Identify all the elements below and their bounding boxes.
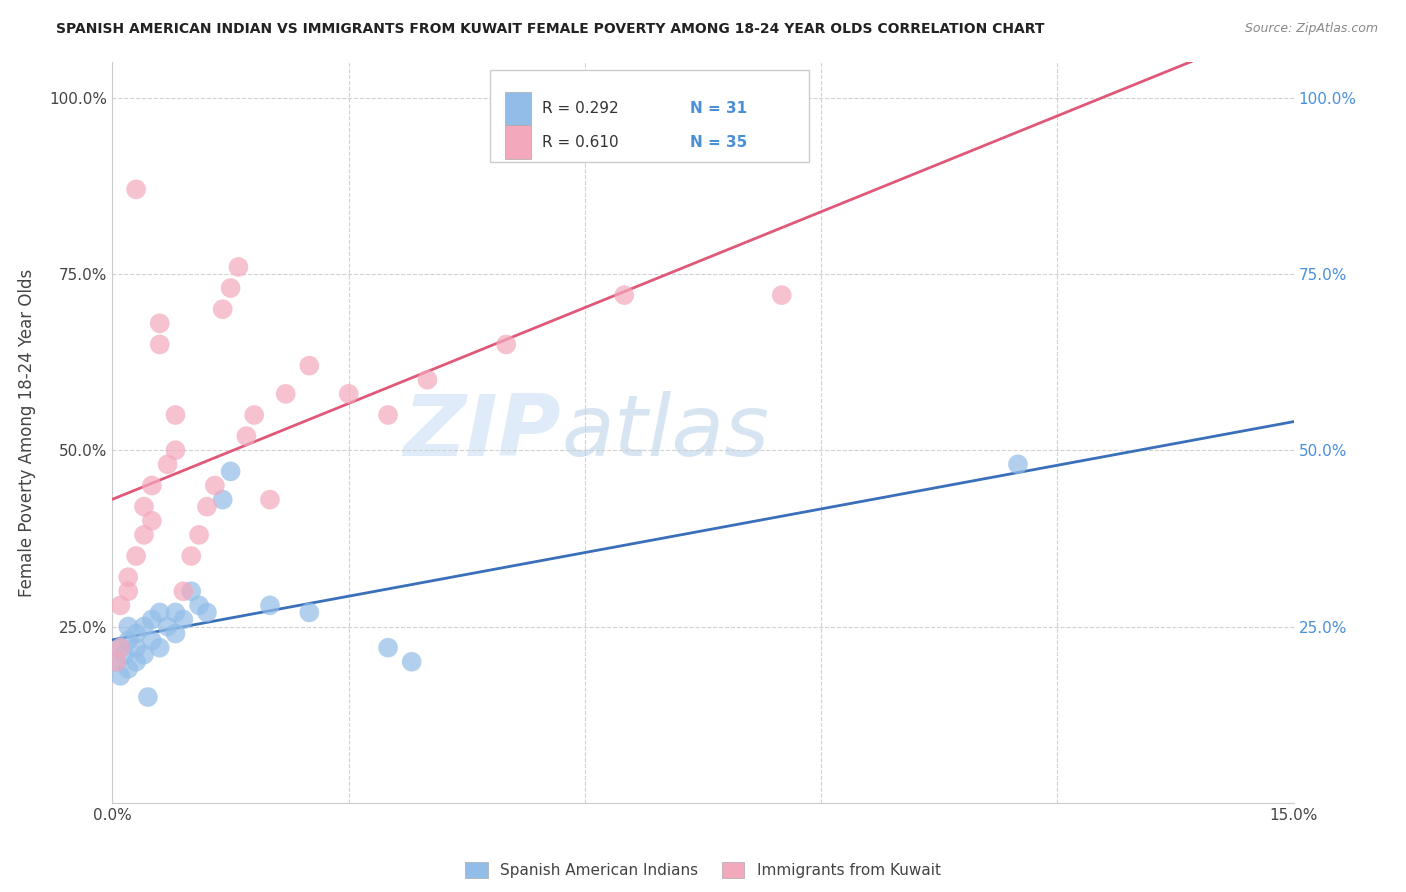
- Point: [136, 690, 159, 704]
- Point: [117, 619, 139, 633]
- Point: [125, 640, 148, 655]
- Point: [165, 606, 187, 620]
- Text: ZIP: ZIP: [404, 391, 561, 475]
- Point: [235, 429, 257, 443]
- Point: [219, 464, 242, 478]
- Text: R = 0.610: R = 0.610: [543, 135, 619, 150]
- Point: [165, 408, 187, 422]
- Point: [125, 182, 148, 196]
- Text: R = 0.292: R = 0.292: [543, 101, 619, 116]
- Point: [149, 337, 172, 351]
- Point: [165, 626, 187, 640]
- Point: [110, 640, 132, 655]
- Point: [141, 633, 163, 648]
- Point: [377, 408, 399, 422]
- Point: [141, 612, 163, 626]
- FancyBboxPatch shape: [491, 70, 810, 162]
- FancyBboxPatch shape: [505, 126, 530, 159]
- Point: [141, 514, 163, 528]
- Point: [156, 619, 179, 633]
- Point: [149, 640, 172, 655]
- Point: [337, 387, 360, 401]
- Point: [188, 528, 211, 542]
- Point: [180, 584, 202, 599]
- Point: [259, 492, 281, 507]
- Y-axis label: Female Poverty Among 18-24 Year Olds: Female Poverty Among 18-24 Year Olds: [18, 268, 35, 597]
- Point: [117, 633, 139, 648]
- Text: Source: ZipAtlas.com: Source: ZipAtlas.com: [1244, 22, 1378, 36]
- Point: [117, 662, 139, 676]
- Point: [149, 316, 172, 330]
- Point: [117, 570, 139, 584]
- Point: [195, 606, 218, 620]
- Point: [259, 599, 281, 613]
- Point: [204, 478, 226, 492]
- Point: [172, 612, 194, 626]
- Point: [132, 648, 155, 662]
- Point: [105, 655, 128, 669]
- Point: [180, 549, 202, 563]
- Point: [195, 500, 218, 514]
- Point: [613, 288, 636, 302]
- Point: [1007, 458, 1029, 472]
- Point: [274, 387, 297, 401]
- Legend: Spanish American Indians, Immigrants from Kuwait: Spanish American Indians, Immigrants fro…: [460, 855, 946, 884]
- Point: [243, 408, 266, 422]
- Text: N = 35: N = 35: [690, 135, 747, 150]
- Point: [156, 458, 179, 472]
- Point: [770, 288, 793, 302]
- Text: N = 31: N = 31: [690, 101, 747, 116]
- Point: [172, 584, 194, 599]
- Point: [416, 373, 439, 387]
- Point: [125, 626, 148, 640]
- Point: [401, 655, 423, 669]
- Point: [132, 619, 155, 633]
- Point: [132, 528, 155, 542]
- Point: [211, 302, 233, 317]
- FancyBboxPatch shape: [505, 92, 530, 126]
- Point: [149, 606, 172, 620]
- Point: [125, 655, 148, 669]
- Point: [211, 492, 233, 507]
- Point: [377, 640, 399, 655]
- Point: [125, 549, 148, 563]
- Point: [117, 584, 139, 599]
- Point: [219, 281, 242, 295]
- Point: [495, 337, 517, 351]
- Point: [228, 260, 250, 274]
- Point: [105, 655, 128, 669]
- Text: SPANISH AMERICAN INDIAN VS IMMIGRANTS FROM KUWAIT FEMALE POVERTY AMONG 18-24 YEA: SPANISH AMERICAN INDIAN VS IMMIGRANTS FR…: [56, 22, 1045, 37]
- Text: atlas: atlas: [561, 391, 769, 475]
- Point: [132, 500, 155, 514]
- Point: [165, 443, 187, 458]
- Point: [298, 606, 321, 620]
- Point: [298, 359, 321, 373]
- Point: [110, 669, 132, 683]
- Point: [110, 640, 132, 655]
- Point: [112, 648, 135, 662]
- Point: [110, 599, 132, 613]
- Point: [188, 599, 211, 613]
- Point: [141, 478, 163, 492]
